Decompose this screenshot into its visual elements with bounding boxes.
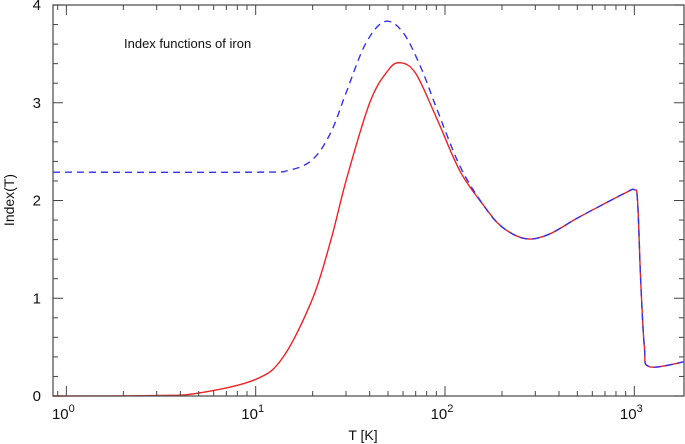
x-tick-label: 103 — [620, 403, 643, 423]
y-axis-title: Index(T) — [1, 174, 17, 226]
y-tick-label: 1 — [33, 290, 41, 307]
plot-frame — [52, 4, 685, 397]
series-dashed-blue — [52, 20, 685, 368]
x-tick-label: 101 — [241, 403, 264, 423]
series-solid-red — [52, 61, 685, 397]
x-tick-label: 102 — [431, 403, 454, 423]
y-tick-label: 3 — [33, 95, 41, 112]
chart-annotation: Index functions of iron — [124, 36, 251, 51]
series-layer — [52, 20, 685, 397]
x-tick-labels: 100 101 102 103 — [52, 403, 643, 423]
x-tick-label: 100 — [52, 403, 75, 423]
axis-ticks — [53, 4, 684, 397]
y-tick-label: 0 — [33, 388, 41, 405]
x-axis-title: T [K] — [348, 427, 377, 443]
y-tick-labels: 0 1 2 3 4 — [33, 0, 41, 405]
y-tick-label: 2 — [33, 193, 41, 210]
y-tick-label: 4 — [33, 0, 41, 14]
